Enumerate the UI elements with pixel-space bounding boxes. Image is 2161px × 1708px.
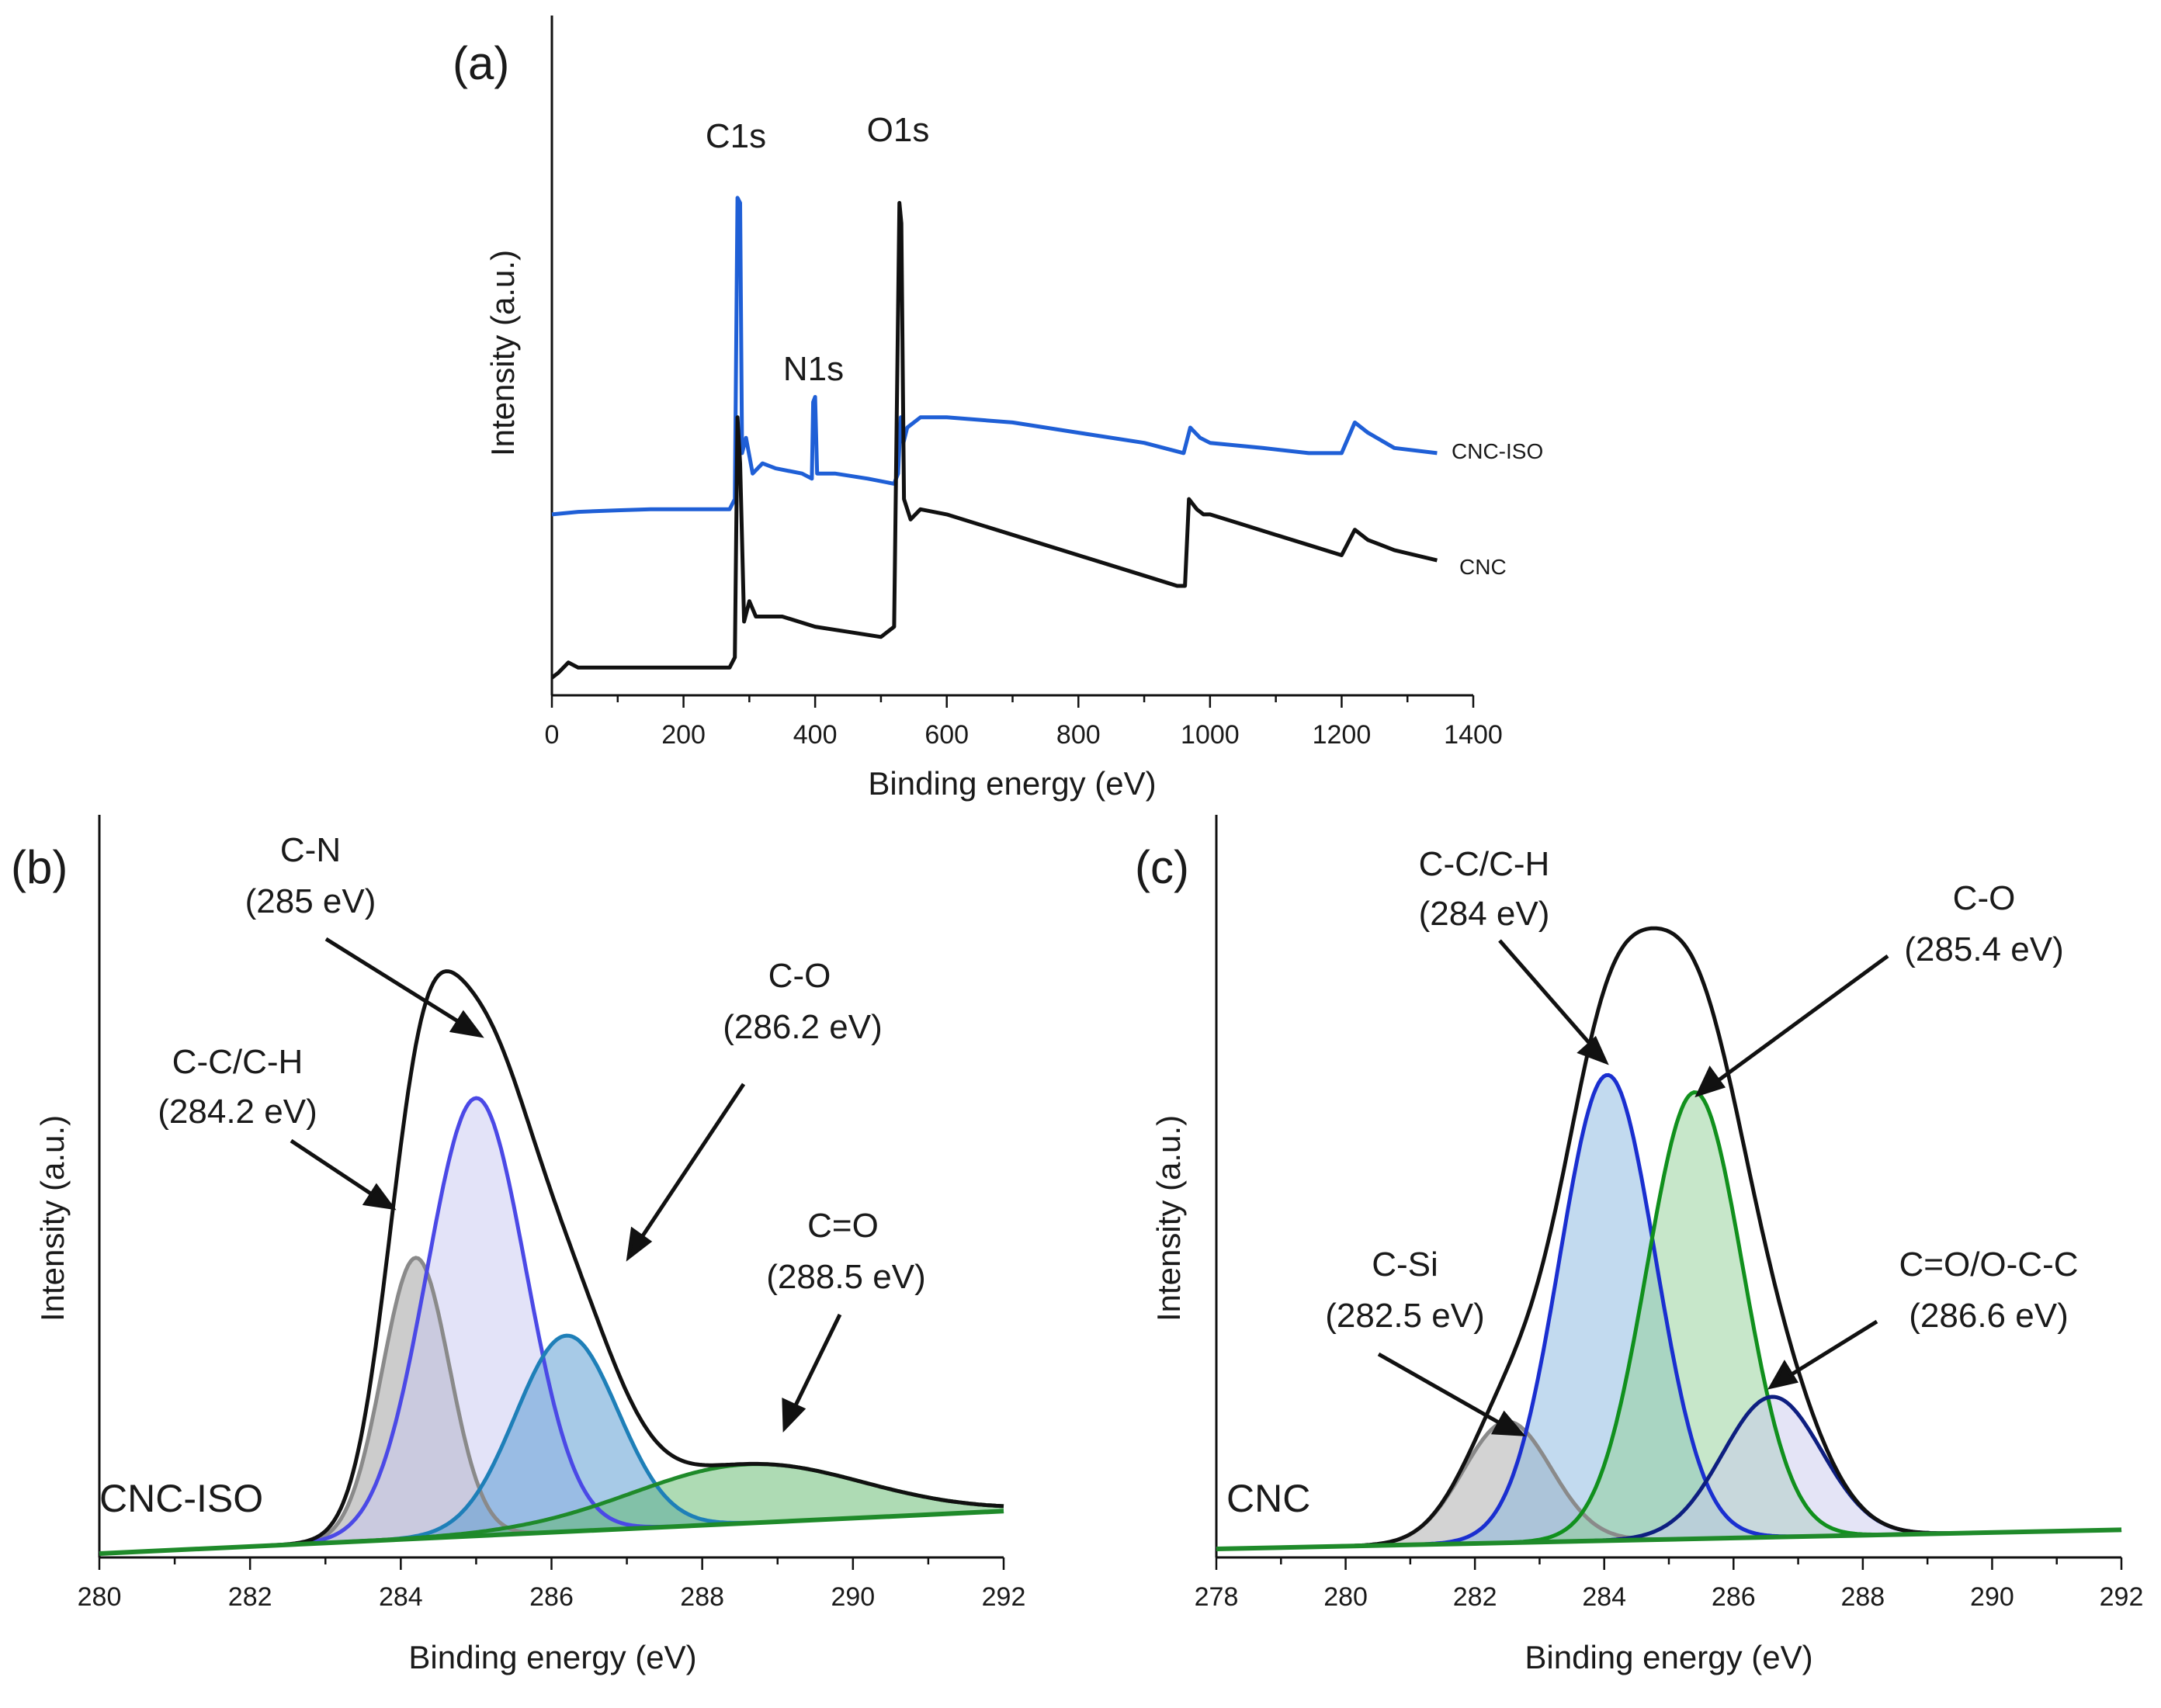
cch-arrow <box>290 1138 376 1198</box>
panel-c-tick-label: 282 <box>1453 1582 1497 1612</box>
c-double-o-arrow <box>791 1313 842 1412</box>
c-double-o-occ-peak-energy: (286.6 eV) <box>1909 1297 2068 1335</box>
baseline-line-c <box>1216 1527 2122 1551</box>
peak-fill-b-2 <box>99 1336 1004 1554</box>
panel-b-tick-label: 286 <box>529 1582 574 1612</box>
panel-b-tick-label: 284 <box>379 1582 423 1612</box>
cch-peak-energy: (284.2 eV) <box>158 1093 317 1131</box>
co-arrow <box>637 1083 746 1243</box>
cnc-series-label: CNC <box>1459 555 1507 579</box>
panel-a-tick-label: 1000 <box>1181 720 1240 750</box>
c1s-peak-label: C1s <box>706 117 766 155</box>
panel-c-curves <box>1216 926 2122 1551</box>
panel-b-x-ticks: 280 282 284 286 288 290 292 <box>78 1557 1026 1612</box>
cch-peak-label: C-C/C-H <box>172 1043 304 1081</box>
series-line-cnc-iso <box>551 196 1438 517</box>
panel-a-tick-label: 800 <box>1056 720 1101 750</box>
panel-a-y-axis-title: Intensity (a.u.) <box>484 250 521 456</box>
c-double-o-arrowhead <box>782 1398 806 1433</box>
panel-b-tick-label: 290 <box>831 1582 875 1612</box>
panel-c-arrows <box>1377 939 1889 1436</box>
panel-a-curves <box>550 196 1438 680</box>
cnc-iso-series-label: CNC-ISO <box>1452 439 1543 463</box>
c-double-o-peak-energy: (288.5 eV) <box>766 1258 925 1296</box>
panel-b-cnc-iso-c1s-spectrum: (b) 280 282 284 286 288 290 292 Binding energy… <box>11 815 1025 1675</box>
panel-c-tick-label: 288 <box>1840 1582 1885 1612</box>
c-cch-arrow <box>1498 939 1593 1047</box>
baseline-line-b <box>99 1509 1004 1556</box>
panel-c-tick-label: 286 <box>1712 1582 1756 1612</box>
peak-fill-c-0 <box>1216 1421 2121 1549</box>
c-cch-peak-label: C-C/C-H <box>1419 845 1550 883</box>
c-cch-peak-energy: (284 eV) <box>1419 895 1550 933</box>
panel-a-label: (a) <box>453 37 509 89</box>
c-double-o-occ-peak-label: C=O/O-C-C <box>1899 1245 2079 1284</box>
cn-peak-label: C-N <box>280 831 341 869</box>
series-line-cnc <box>550 201 1438 680</box>
c-co-arrowhead <box>1694 1065 1726 1098</box>
co-arrowhead <box>626 1226 653 1262</box>
panel-a-tick-label: 600 <box>924 720 969 750</box>
panel-a-x-ticks: 0 200 400 600 800 1000 1200 1400 <box>545 695 1503 750</box>
panel-b-sample-label: CNC-ISO <box>99 1477 263 1520</box>
cch-arrowhead <box>362 1183 397 1211</box>
peak-fill-c-2 <box>1216 1092 2121 1549</box>
panel-b-x-axis-title: Binding energy (eV) <box>408 1639 696 1675</box>
n1s-peak-label: N1s <box>783 350 844 388</box>
cn-arrow <box>324 937 462 1025</box>
cn-peak-energy: (285 eV) <box>245 882 376 920</box>
panel-b-tick-label: 288 <box>680 1582 724 1612</box>
panel-a-tick-label: 0 <box>545 720 560 750</box>
panel-a-tick-label: 1400 <box>1444 720 1503 750</box>
panel-c-sample-label: CNC <box>1226 1477 1310 1520</box>
o1s-peak-label: O1s <box>867 111 930 149</box>
csi-peak-label: C-Si <box>1372 1245 1438 1284</box>
panel-c-x-ticks: 278 280 282 284 286 288 290 292 <box>1195 1557 2144 1612</box>
panel-c-x-axis-title: Binding energy (eV) <box>1524 1639 1812 1675</box>
panel-b-label: (b) <box>11 841 68 893</box>
peak-fill-b-3 <box>99 1464 1004 1554</box>
panel-b-tick-label: 292 <box>982 1582 1026 1612</box>
panel-a-survey-spectrum: (a) 0 200 400 600 800 1000 1200 1400 Binding en… <box>453 16 1543 802</box>
panel-a-tick-label: 200 <box>661 720 706 750</box>
c-co-peak-label: C-O <box>1953 879 2016 917</box>
csi-peak-energy: (282.5 eV) <box>1325 1297 1484 1335</box>
c-co-arrow <box>1714 954 1889 1085</box>
c-double-o-occ-arrowhead <box>1767 1360 1799 1390</box>
panel-c-tick-label: 292 <box>2100 1582 2144 1612</box>
panel-c-tick-label: 290 <box>1970 1582 2014 1612</box>
co-peak-energy: (286.2 eV) <box>723 1008 882 1046</box>
panel-c-cnc-c1s-spectrum: (c) 278 280 282 284 286 288 290 292 Binding ene… <box>1135 815 2143 1675</box>
csi-arrow <box>1377 1352 1504 1427</box>
co-peak-label: C-O <box>768 957 831 995</box>
panel-b-tick-label: 282 <box>228 1582 272 1612</box>
panel-b-y-axis-title: Intensity (a.u.) <box>34 1115 71 1322</box>
c-cch-arrowhead <box>1577 1035 1609 1065</box>
panel-c-tick-label: 284 <box>1582 1582 1626 1612</box>
c-co-peak-energy: (285.4 eV) <box>1904 930 2063 968</box>
panel-a-x-axis-title: Binding energy (eV) <box>868 765 1156 802</box>
panel-c-label: (c) <box>1135 841 1189 893</box>
cn-arrowhead <box>449 1010 484 1038</box>
c-double-o-occ-arrow <box>1788 1319 1878 1378</box>
panel-b-tick-label: 280 <box>78 1582 122 1612</box>
panel-c-tick-label: 280 <box>1323 1582 1368 1612</box>
csi-arrowhead <box>1490 1410 1526 1436</box>
panel-c-y-axis-title: Intensity (a.u.) <box>1150 1115 1187 1322</box>
panel-a-tick-label: 1200 <box>1313 720 1372 750</box>
panel-c-tick-label: 278 <box>1195 1582 1239 1612</box>
panel-b-arrows <box>290 937 842 1433</box>
panel-b-curves <box>99 969 1004 1556</box>
panel-a-tick-label: 400 <box>793 720 838 750</box>
c-double-o-peak-label: C=O <box>807 1207 879 1245</box>
